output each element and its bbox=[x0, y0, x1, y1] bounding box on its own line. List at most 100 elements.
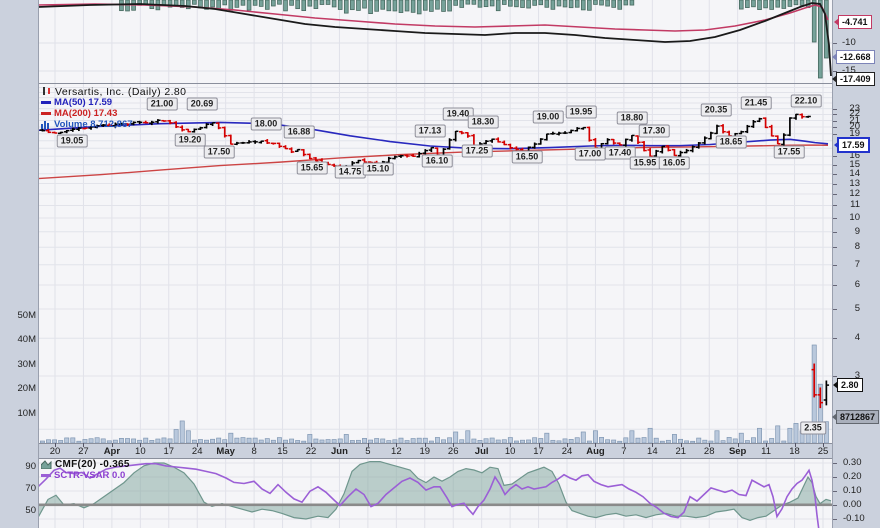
price-axis-tick bbox=[833, 126, 837, 128]
sctr-axis-label: 90 bbox=[25, 461, 36, 472]
date-tick-label: Apr bbox=[103, 446, 121, 457]
volume-axis-label: 40M bbox=[17, 334, 36, 346]
date-tick-label: 25 bbox=[817, 446, 829, 457]
date-tick-mark bbox=[83, 443, 85, 447]
date-tick-mark bbox=[538, 443, 540, 447]
ma50-swatch bbox=[41, 101, 51, 104]
date-tick-label: 24 bbox=[191, 446, 203, 457]
cmf-axis-tick bbox=[833, 519, 837, 520]
date-tick-label: 17 bbox=[533, 446, 544, 457]
price-axis-label: 21 bbox=[849, 114, 860, 126]
date-tick-mark bbox=[367, 443, 369, 447]
price-callout: 2.35 bbox=[800, 421, 826, 435]
price-axis-label: 19 bbox=[849, 127, 860, 139]
date-tick-label: 10 bbox=[135, 446, 146, 457]
price-callout: 16.88 bbox=[283, 125, 315, 139]
date-tick-mark bbox=[823, 443, 824, 447]
last-price-marker: 17.59 bbox=[834, 137, 870, 153]
date-tick-mark bbox=[453, 443, 455, 447]
price-callout: 20.69 bbox=[186, 97, 218, 111]
volume-axis-label: 10M bbox=[17, 407, 36, 419]
sctr-legend: SCTR-VSAR 0.0 bbox=[54, 470, 126, 481]
date-tick-mark bbox=[168, 443, 170, 447]
ma200-legend: MA(200) 17.43 bbox=[54, 108, 118, 119]
date-tick-label: 14 bbox=[647, 446, 658, 457]
date-tick-label: 7 bbox=[621, 446, 627, 457]
price-axis-tick bbox=[833, 247, 837, 249]
date-tick-label: Jul bbox=[474, 446, 489, 457]
volume-legend: Volume 8,712,867 bbox=[54, 119, 133, 130]
price-axis-tick bbox=[833, 133, 837, 135]
volume-axis-label: 20M bbox=[17, 383, 36, 395]
main-price-plot[interactable] bbox=[38, 84, 832, 443]
ma200-swatch bbox=[41, 112, 51, 115]
symbol-title: Versartis, Inc. (Daily) 2.80 bbox=[55, 85, 187, 98]
cmf-axis-tick bbox=[833, 505, 837, 506]
date-tick-mark bbox=[567, 443, 568, 447]
price-callout: 20.35 bbox=[700, 103, 732, 117]
top-axis-label: -10 bbox=[842, 37, 856, 48]
sctr-axis-label: 70 bbox=[25, 483, 36, 494]
cmf-axis-label: 0.10 bbox=[843, 485, 862, 496]
price-axis-label: 13 bbox=[849, 177, 860, 189]
price-axis-label: 4 bbox=[854, 332, 860, 344]
date-tick-label: Sep bbox=[728, 446, 747, 457]
top-blue-marker: -12.668 bbox=[832, 50, 875, 64]
price-callout: 16.50 bbox=[511, 150, 543, 164]
date-tick-label: 18 bbox=[789, 446, 800, 457]
price-axis-tick bbox=[833, 205, 837, 207]
price-axis-label: 22 bbox=[849, 108, 860, 120]
price-callout: 21.45 bbox=[740, 96, 772, 110]
date-tick-mark bbox=[680, 443, 682, 447]
date-tick-mark bbox=[510, 443, 512, 447]
price-axis-tick bbox=[833, 308, 837, 310]
date-tick-label: 12 bbox=[391, 446, 402, 457]
price-callout: 17.00 bbox=[574, 147, 606, 161]
date-tick-label: May bbox=[216, 446, 235, 457]
top-black-marker: -17.409 bbox=[832, 72, 875, 86]
panel-border bbox=[38, 458, 832, 459]
top-axis-label: -15 bbox=[842, 65, 856, 76]
date-tick-mark bbox=[55, 443, 56, 447]
price-axis-tick bbox=[833, 164, 837, 166]
price-axis-tick bbox=[833, 114, 837, 116]
price-axis-tick bbox=[833, 156, 837, 158]
cmf-axis-tick bbox=[833, 477, 837, 478]
date-tick-mark bbox=[595, 443, 597, 447]
panel-border bbox=[38, 83, 832, 84]
price-callout: 18.80 bbox=[616, 111, 648, 125]
price-axis-tick bbox=[833, 217, 837, 219]
date-tick-mark bbox=[311, 443, 312, 447]
date-tick-label: 28 bbox=[703, 446, 715, 457]
price-axis-tick bbox=[833, 194, 837, 196]
price-callout: 17.13 bbox=[414, 124, 446, 138]
date-tick-mark bbox=[396, 443, 398, 447]
price-axis-label: 14 bbox=[849, 167, 860, 179]
date-tick-label: Jun bbox=[330, 446, 348, 457]
date-tick-mark bbox=[652, 443, 654, 447]
price-callout: 19.20 bbox=[174, 133, 206, 147]
price-callout: 16.05 bbox=[658, 156, 690, 170]
date-tick-label: 15 bbox=[277, 446, 288, 457]
top-red-marker: -4.741 bbox=[834, 15, 872, 29]
price-axis-tick bbox=[833, 285, 837, 287]
price-callout: 19.05 bbox=[56, 134, 88, 148]
price-axis-tick bbox=[833, 120, 837, 122]
price-callout: 17.25 bbox=[461, 144, 493, 158]
top-indicator-plot[interactable] bbox=[38, 0, 832, 83]
price-axis-tick bbox=[833, 173, 837, 175]
cmf-axis-label: -0.10 bbox=[843, 513, 865, 524]
price-axis-label: 12 bbox=[849, 188, 860, 200]
price-callout: 19.40 bbox=[442, 107, 474, 121]
cmf-axis-tick bbox=[833, 463, 837, 464]
date-tick-mark bbox=[623, 443, 625, 447]
price-axis-label: 23 bbox=[849, 102, 860, 114]
price-axis-label: 8 bbox=[854, 241, 860, 253]
price-axis-tick bbox=[833, 338, 837, 340]
volume-bars-icon bbox=[41, 116, 51, 134]
volume-axis-label: 50M bbox=[17, 310, 36, 321]
top-axis-tick bbox=[833, 71, 837, 72]
top-axis-tick bbox=[833, 43, 837, 44]
